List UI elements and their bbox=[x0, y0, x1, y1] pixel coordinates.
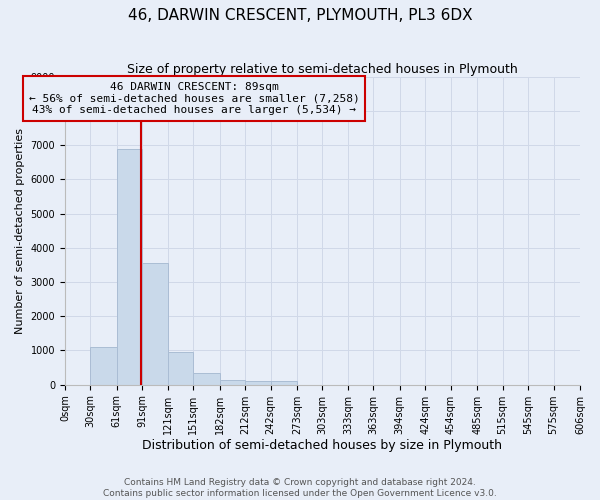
Bar bbox=[245, 382, 271, 384]
Text: Contains HM Land Registry data © Crown copyright and database right 2024.
Contai: Contains HM Land Registry data © Crown c… bbox=[103, 478, 497, 498]
Bar bbox=[142, 263, 168, 384]
X-axis label: Distribution of semi-detached houses by size in Plymouth: Distribution of semi-detached houses by … bbox=[142, 440, 502, 452]
Text: 46 DARWIN CRESCENT: 89sqm
← 56% of semi-detached houses are smaller (7,258)
43% : 46 DARWIN CRESCENT: 89sqm ← 56% of semi-… bbox=[29, 82, 359, 115]
Text: 46, DARWIN CRESCENT, PLYMOUTH, PL3 6DX: 46, DARWIN CRESCENT, PLYMOUTH, PL3 6DX bbox=[128, 8, 472, 22]
Bar bbox=[117, 148, 142, 384]
Bar bbox=[271, 382, 297, 384]
Bar bbox=[91, 347, 117, 385]
Bar bbox=[193, 373, 220, 384]
Title: Size of property relative to semi-detached houses in Plymouth: Size of property relative to semi-detach… bbox=[127, 62, 518, 76]
Y-axis label: Number of semi-detached properties: Number of semi-detached properties bbox=[15, 128, 25, 334]
Bar bbox=[168, 352, 193, 384]
Bar bbox=[220, 380, 245, 384]
